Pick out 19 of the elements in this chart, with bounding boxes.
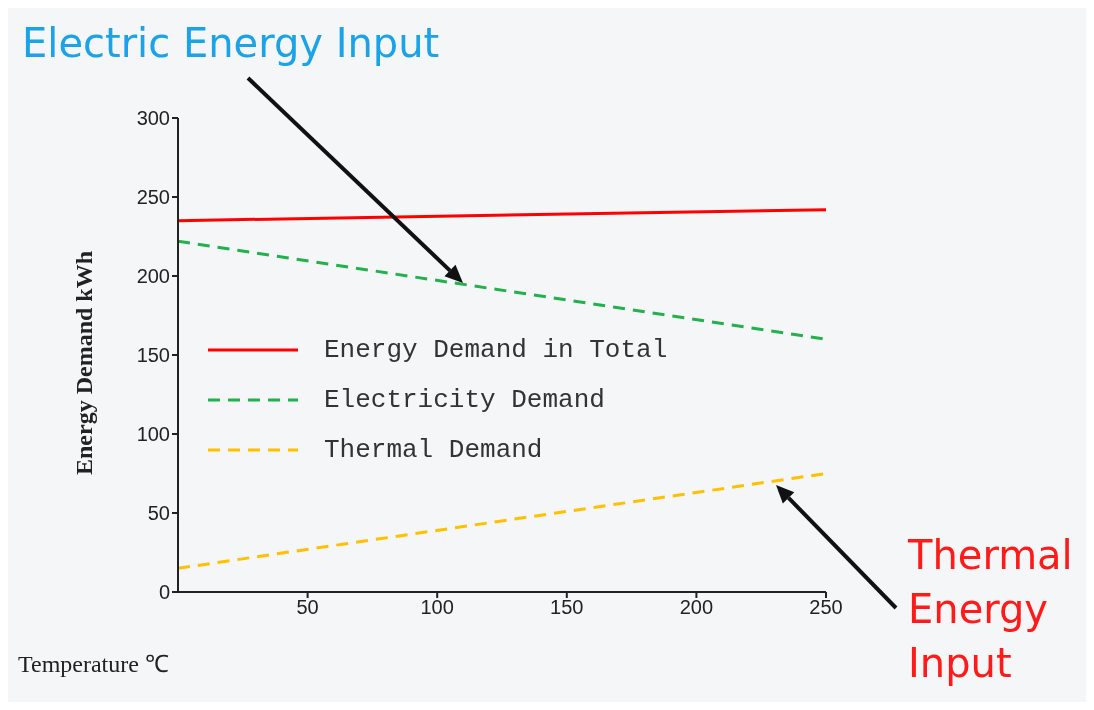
y-tick-label: 300 (136, 107, 170, 130)
x-axis-title: Temperature ℃ (18, 651, 169, 677)
x-tick-label: 50 (296, 596, 319, 619)
x-tick-label: 200 (679, 596, 714, 619)
x-tick-label: 250 (809, 596, 843, 619)
y-tick-label: 100 (136, 423, 170, 446)
legend-label: Thermal Demand (324, 434, 543, 467)
y-axis-title: Energy Demand kWh (70, 250, 97, 475)
text: Electric Energy Input (22, 19, 441, 68)
legend-label: Electricity Demand (324, 384, 605, 417)
legend-label: Energy Demand in Total (324, 334, 668, 367)
text: Thermal Energy Input (908, 531, 1074, 688)
y-tick-label: 50 (147, 502, 170, 525)
y-tick-label: 200 (136, 265, 170, 288)
x-tick-label: 150 (550, 596, 584, 619)
x-tick-label: 100 (420, 596, 454, 619)
y-tick-label: 150 (136, 344, 170, 367)
y-tick-label: 250 (136, 186, 170, 209)
y-tick-label: 0 (158, 581, 170, 604)
